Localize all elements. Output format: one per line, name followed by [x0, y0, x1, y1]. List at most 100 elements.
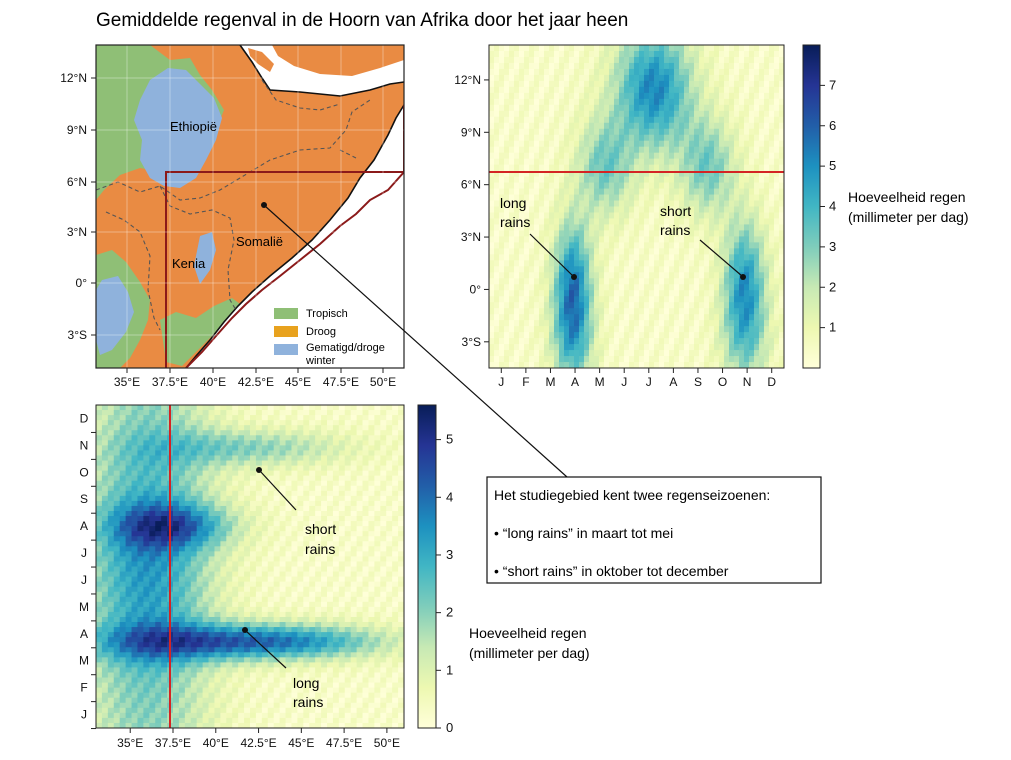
hm1-cell — [754, 140, 760, 148]
hm2-cell — [208, 722, 216, 728]
hm2-cell — [202, 465, 210, 472]
hm1-cell — [594, 224, 600, 232]
hm1-cell — [489, 260, 495, 267]
hm1-cell — [509, 314, 515, 321]
hm1-cell — [634, 320, 640, 327]
hm1-cell — [559, 80, 565, 88]
hm1-cell — [734, 344, 740, 351]
hm2-cell — [137, 707, 144, 714]
hm1-cell — [704, 290, 710, 297]
hm1-cell — [754, 86, 760, 94]
hm2-cell — [161, 510, 168, 517]
hm1-cell — [654, 92, 660, 100]
hm2-cell — [113, 566, 121, 573]
hm1-cell — [739, 218, 745, 226]
hm1-cell — [489, 278, 495, 285]
hm2-cell — [220, 460, 227, 467]
hm2-cell — [184, 642, 192, 648]
hm1-cell — [739, 242, 745, 249]
hm1-cell — [704, 140, 710, 148]
hm2-cell — [107, 667, 115, 674]
hm1-cell — [579, 302, 585, 309]
hm1-cell — [724, 170, 730, 178]
hm1-cell — [734, 242, 740, 249]
hm2-cell — [155, 480, 162, 487]
hm1-cell — [599, 158, 605, 166]
hm2-cell — [125, 505, 133, 512]
hm1-cell — [654, 140, 660, 148]
hm2-cell — [137, 430, 144, 436]
hm1-cell — [644, 158, 650, 166]
hm2-cell — [214, 692, 221, 699]
hm1-cell — [639, 188, 645, 196]
hm1-cell — [579, 320, 585, 327]
hm1-cell — [714, 182, 720, 190]
hm2-cell — [107, 591, 115, 598]
hm1-cell — [754, 122, 760, 130]
hm2-cell — [208, 707, 216, 714]
hm2-cell — [137, 470, 144, 477]
hm1-cell — [679, 284, 685, 291]
hm1-cell — [614, 176, 620, 184]
hm1-cell — [594, 350, 600, 357]
hm1-cell — [669, 56, 675, 64]
hm1-cell — [619, 242, 625, 249]
hm2-cell — [220, 510, 227, 517]
hm1-cell — [539, 206, 545, 214]
hm2-cell — [149, 440, 156, 446]
hm1-cell — [664, 116, 670, 124]
hm1-cell — [589, 314, 595, 321]
hm2-cell — [244, 425, 251, 431]
hm1-cell — [694, 134, 700, 142]
hm1-cell — [569, 170, 575, 178]
hm1-cell — [574, 284, 580, 291]
hm1-cell — [729, 158, 735, 166]
hm1-x-tick-label: A — [669, 375, 677, 389]
hm1-cell — [564, 164, 570, 172]
hm2-cell — [113, 510, 121, 517]
hm1-cell — [554, 152, 560, 160]
hm1-cell — [494, 278, 500, 285]
hm2-cell — [208, 657, 216, 663]
hm1-cell — [739, 326, 745, 333]
hm1-cell — [534, 206, 540, 214]
hm1-cell — [664, 362, 670, 368]
hm1-cell — [544, 224, 550, 232]
hm1-cell — [524, 134, 530, 142]
hm2-cell — [143, 687, 150, 694]
hm1-cell — [494, 176, 500, 184]
hm1-cell — [739, 170, 745, 178]
hm1-cell — [774, 218, 780, 226]
hm2-cell — [155, 707, 162, 714]
hm2-cell — [220, 455, 227, 462]
hm2-cell — [155, 601, 162, 608]
hm1-cell — [529, 236, 535, 243]
hm1-cell — [524, 260, 530, 267]
hm1-cell — [704, 332, 710, 339]
hm1-cell — [624, 80, 630, 88]
hm2-cell — [178, 647, 186, 653]
hm1-cell — [714, 302, 720, 309]
hm2-cell — [131, 702, 139, 709]
hm1-cell — [764, 176, 770, 184]
hm2-cell — [220, 616, 227, 623]
hm1-cell — [549, 332, 555, 339]
hm2-cell — [244, 465, 251, 472]
hm1-cell — [509, 158, 515, 166]
hm1-cell — [634, 314, 640, 321]
hm1-cell — [779, 314, 784, 321]
hm1-cell — [684, 356, 690, 363]
hm2-cell — [208, 455, 216, 462]
hm1-cell — [639, 230, 645, 238]
hm1-cell — [644, 320, 650, 327]
hm2-cell — [244, 556, 251, 563]
hm1-cell — [664, 98, 670, 106]
hm1-cell — [689, 194, 695, 202]
hm1-cell — [549, 56, 555, 64]
hm2-cell — [220, 571, 227, 578]
hm1-cell — [624, 254, 630, 261]
hm2-cell — [226, 495, 233, 502]
hm2-cell — [107, 485, 115, 492]
hm1-cell — [739, 110, 745, 118]
hm1-cell — [679, 206, 685, 214]
